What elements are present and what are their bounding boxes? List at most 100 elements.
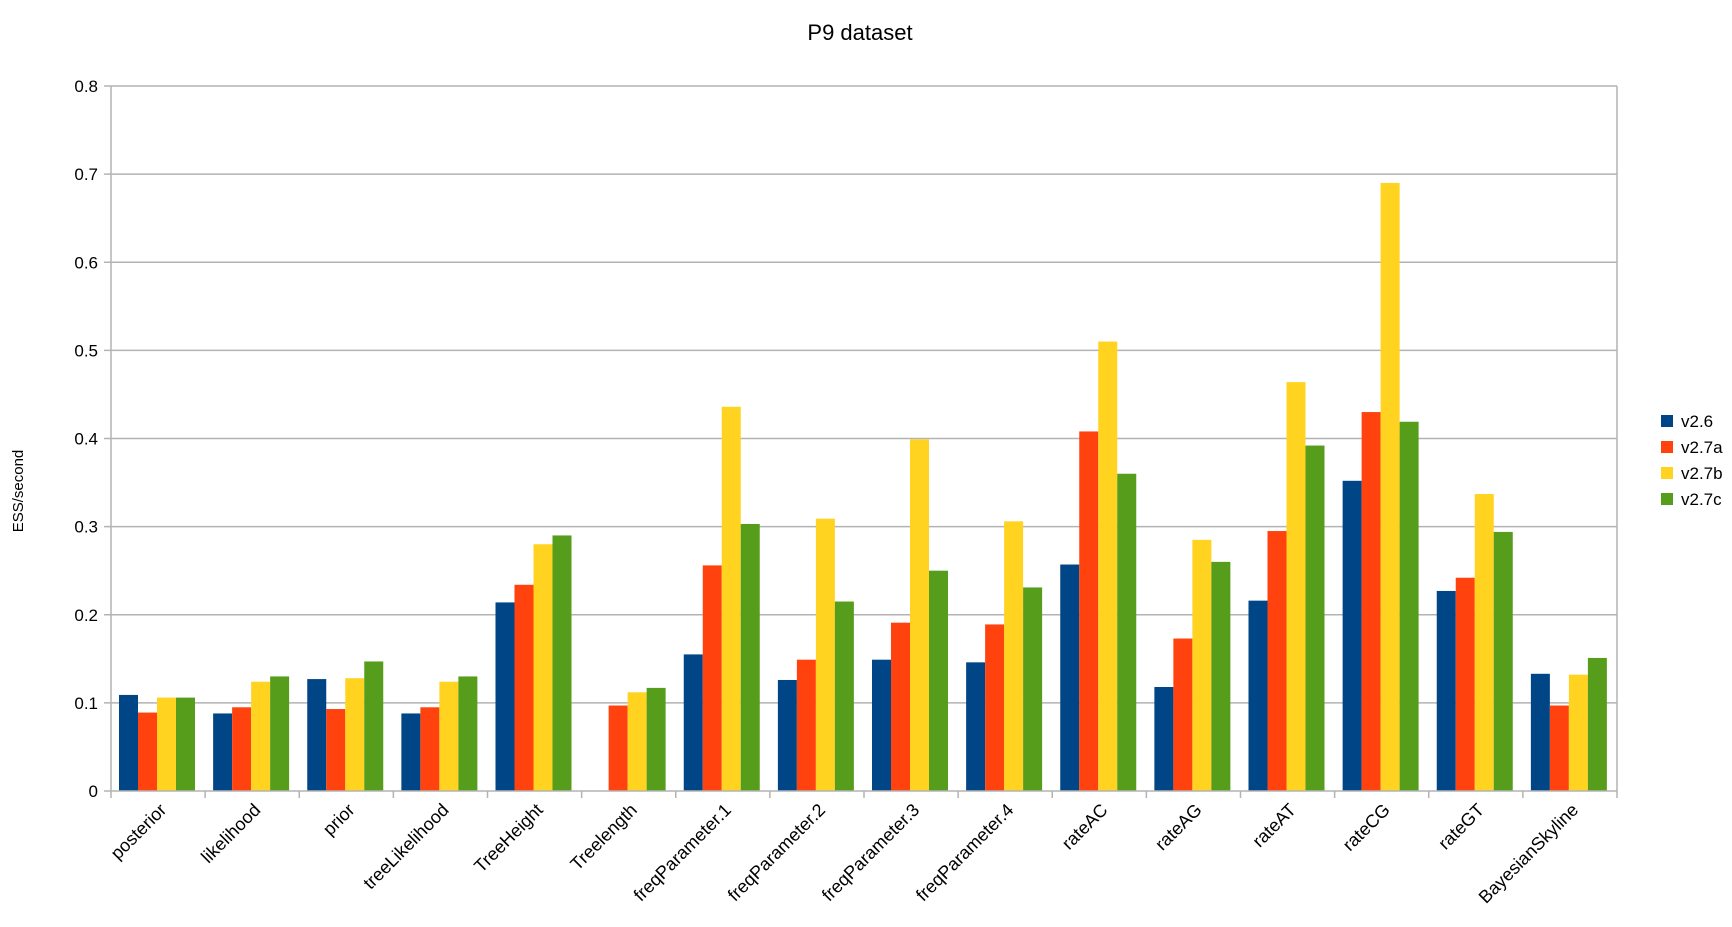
x-tick-label: rateAC	[1058, 800, 1112, 854]
bar	[1436, 590, 1456, 791]
bar	[683, 654, 703, 791]
legend-swatch	[1661, 467, 1673, 479]
x-tick-label: Treelength	[566, 800, 641, 875]
bar	[1060, 564, 1080, 791]
x-tick-label: rateAG	[1151, 800, 1205, 854]
bar	[646, 687, 666, 791]
gridlines	[111, 85, 1617, 704]
bars	[119, 182, 1607, 791]
bar	[1004, 521, 1024, 791]
bar	[138, 712, 157, 791]
bar	[176, 697, 195, 791]
y-tick-label: 0.6	[74, 253, 98, 272]
x-tick-label: freqParameter.2	[724, 800, 829, 905]
bar	[1117, 473, 1137, 791]
bar	[777, 679, 797, 791]
bar	[420, 707, 440, 791]
bar	[157, 697, 176, 791]
legend-label: v2.6	[1681, 412, 1713, 431]
bar	[1455, 577, 1475, 791]
x-tick-label: freqParameter.4	[912, 800, 1017, 905]
bar	[1361, 412, 1381, 791]
bar	[458, 676, 478, 791]
bar	[721, 406, 741, 791]
y-tick-label: 0.5	[74, 341, 98, 360]
bar	[119, 694, 138, 791]
y-tick-label: 0.1	[74, 694, 98, 713]
bar	[270, 676, 290, 791]
y-tick-labels: 0 0.1 0.2 0.3 0.4 0.5 0.6 0.7 0.8	[74, 77, 98, 801]
bar	[834, 601, 854, 791]
bar	[985, 624, 1005, 791]
chart-title: P9 dataset	[807, 20, 912, 45]
x-tick-labels: posterior likelihood prior treeLikelihood Tr…	[107, 800, 1583, 908]
bar	[910, 439, 929, 791]
bar	[608, 705, 628, 791]
x-tick-label: treeLikelihood	[359, 800, 452, 893]
bar	[1305, 445, 1325, 791]
bar	[1380, 182, 1400, 791]
bar	[1568, 674, 1588, 791]
bar	[796, 659, 816, 791]
x-tick-label: freqParameter.1	[630, 800, 735, 905]
bar	[401, 713, 421, 791]
bar	[533, 544, 553, 791]
y-tick-label: 0.4	[74, 430, 98, 449]
bar	[891, 622, 910, 791]
bar	[702, 565, 722, 791]
bar	[740, 523, 760, 791]
legend-swatch	[1661, 441, 1673, 453]
bar	[213, 713, 233, 791]
bar	[1399, 421, 1419, 791]
x-tick-label: rateCG	[1339, 800, 1394, 855]
x-tick-label: posterior	[107, 800, 171, 864]
bar	[929, 570, 948, 791]
y-tick-label: 0.2	[74, 606, 98, 625]
bar	[1474, 494, 1494, 791]
y-tick-label: 0.7	[74, 165, 98, 184]
bar	[1192, 539, 1212, 791]
bar	[1267, 531, 1287, 791]
legend-label: v2.7b	[1681, 464, 1723, 483]
legend: v2.6 v2.7a v2.7b v2.7c	[1661, 412, 1723, 509]
bar	[1079, 431, 1099, 791]
bar	[1530, 673, 1550, 791]
x-tick-label: TreeHeight	[470, 800, 547, 877]
x-tick-label: likelihood	[197, 800, 264, 867]
bar	[1549, 705, 1569, 791]
bar	[364, 661, 384, 791]
legend-swatch	[1661, 493, 1673, 505]
legend-label: v2.7c	[1681, 490, 1722, 509]
bar	[307, 679, 327, 791]
bar	[1023, 587, 1043, 791]
bar	[439, 681, 459, 791]
bar	[326, 709, 346, 791]
x-tick-label: BayesianSkyline	[1475, 800, 1583, 908]
bar	[552, 535, 572, 791]
bar	[1587, 657, 1607, 791]
y-tick-label: 0.8	[74, 77, 98, 96]
bar	[1493, 531, 1513, 791]
x-tick-label: prior	[319, 800, 359, 840]
bar	[345, 678, 365, 791]
bar	[251, 681, 271, 791]
bar	[872, 659, 891, 791]
bar	[815, 518, 835, 791]
x-tick-label: rateAT	[1248, 800, 1299, 851]
bar	[514, 584, 534, 791]
bar	[232, 707, 252, 791]
bar	[1154, 687, 1174, 791]
y-tick-label: 0	[89, 782, 98, 801]
y-tick-label: 0.3	[74, 518, 98, 537]
legend-label: v2.7a	[1681, 438, 1723, 457]
bar	[1098, 341, 1118, 791]
bar	[495, 602, 515, 791]
legend-swatch	[1661, 415, 1673, 427]
bar	[966, 662, 986, 791]
bar	[1211, 561, 1231, 791]
bar	[1248, 600, 1268, 791]
bar	[1342, 480, 1362, 791]
bar	[1173, 638, 1193, 791]
